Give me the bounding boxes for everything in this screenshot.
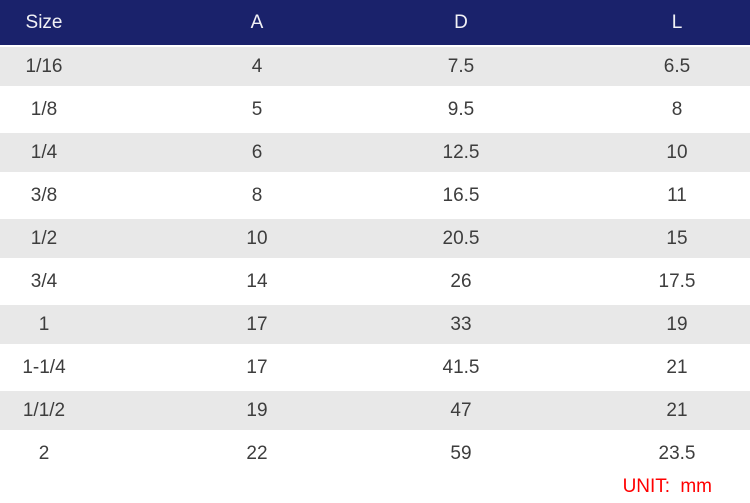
cell-d: 7.5 bbox=[447, 55, 475, 77]
cell-size: 1/16 bbox=[25, 55, 63, 77]
header-cell-d: D bbox=[454, 11, 468, 33]
cell-l: 19 bbox=[666, 313, 688, 335]
cell-l: 6.5 bbox=[663, 55, 691, 77]
table-row: 1/8 5 9.5 8 bbox=[0, 88, 750, 131]
table-row: 3/8 8 16.5 11 bbox=[0, 174, 750, 217]
cell-a: 8 bbox=[251, 184, 263, 206]
cell-l: 21 bbox=[666, 399, 688, 421]
cell-d: 33 bbox=[450, 313, 472, 335]
cell-size: 1/8 bbox=[30, 98, 58, 120]
header-cell-l: L bbox=[671, 11, 683, 33]
cell-d: 16.5 bbox=[442, 184, 480, 206]
cell-size: 1/4 bbox=[30, 141, 58, 163]
cell-d: 12.5 bbox=[442, 141, 480, 163]
cell-size: 2 bbox=[38, 442, 50, 464]
table-row: 1/4 6 12.5 10 bbox=[0, 131, 750, 174]
table-row: 1/1/2 19 47 21 bbox=[0, 389, 750, 432]
table-row: 1/16 4 7.5 6.5 bbox=[0, 45, 750, 88]
cell-a: 22 bbox=[246, 442, 268, 464]
table-header-row: Size A D L bbox=[0, 0, 750, 45]
table-row: 1/2 10 20.5 15 bbox=[0, 217, 750, 260]
cell-size: 1 bbox=[38, 313, 50, 335]
cell-d: 47 bbox=[450, 399, 472, 421]
cell-l: 21 bbox=[666, 356, 688, 378]
cell-d: 20.5 bbox=[442, 227, 480, 249]
cell-a: 5 bbox=[251, 98, 263, 120]
cell-a: 14 bbox=[246, 270, 268, 292]
cell-l: 8 bbox=[671, 98, 683, 120]
cell-l: 15 bbox=[666, 227, 688, 249]
cell-d: 26 bbox=[450, 270, 472, 292]
cell-size: 1/1/2 bbox=[22, 399, 66, 421]
cell-d: 9.5 bbox=[447, 98, 475, 120]
cell-size: 3/8 bbox=[30, 184, 58, 206]
cell-l: 17.5 bbox=[658, 270, 696, 292]
cell-d: 41.5 bbox=[442, 356, 480, 378]
cell-a: 10 bbox=[246, 227, 268, 249]
cell-size: 1-1/4 bbox=[22, 356, 66, 378]
cell-a: 17 bbox=[246, 313, 268, 335]
header-cell-a: A bbox=[250, 11, 264, 33]
header-cell-size: Size bbox=[25, 11, 63, 33]
table-row: 1 17 33 19 bbox=[0, 303, 750, 346]
table-row: 1-1/4 17 41.5 21 bbox=[0, 346, 750, 389]
cell-l: 10 bbox=[666, 141, 688, 163]
cell-size: 1/2 bbox=[30, 227, 58, 249]
cell-a: 19 bbox=[246, 399, 268, 421]
cell-a: 17 bbox=[246, 356, 268, 378]
cell-l: 23.5 bbox=[658, 442, 696, 464]
table-footer: UNIT: mm bbox=[0, 475, 750, 503]
cell-l: 11 bbox=[667, 184, 687, 206]
unit-label: UNIT: mm bbox=[622, 476, 712, 497]
table-row: 3/4 14 26 17.5 bbox=[0, 260, 750, 303]
cell-a: 6 bbox=[251, 141, 263, 163]
cell-size: 3/4 bbox=[30, 270, 58, 292]
cell-a: 4 bbox=[251, 55, 263, 77]
table-row: 2 22 59 23.5 bbox=[0, 432, 750, 475]
cell-d: 59 bbox=[450, 442, 472, 464]
